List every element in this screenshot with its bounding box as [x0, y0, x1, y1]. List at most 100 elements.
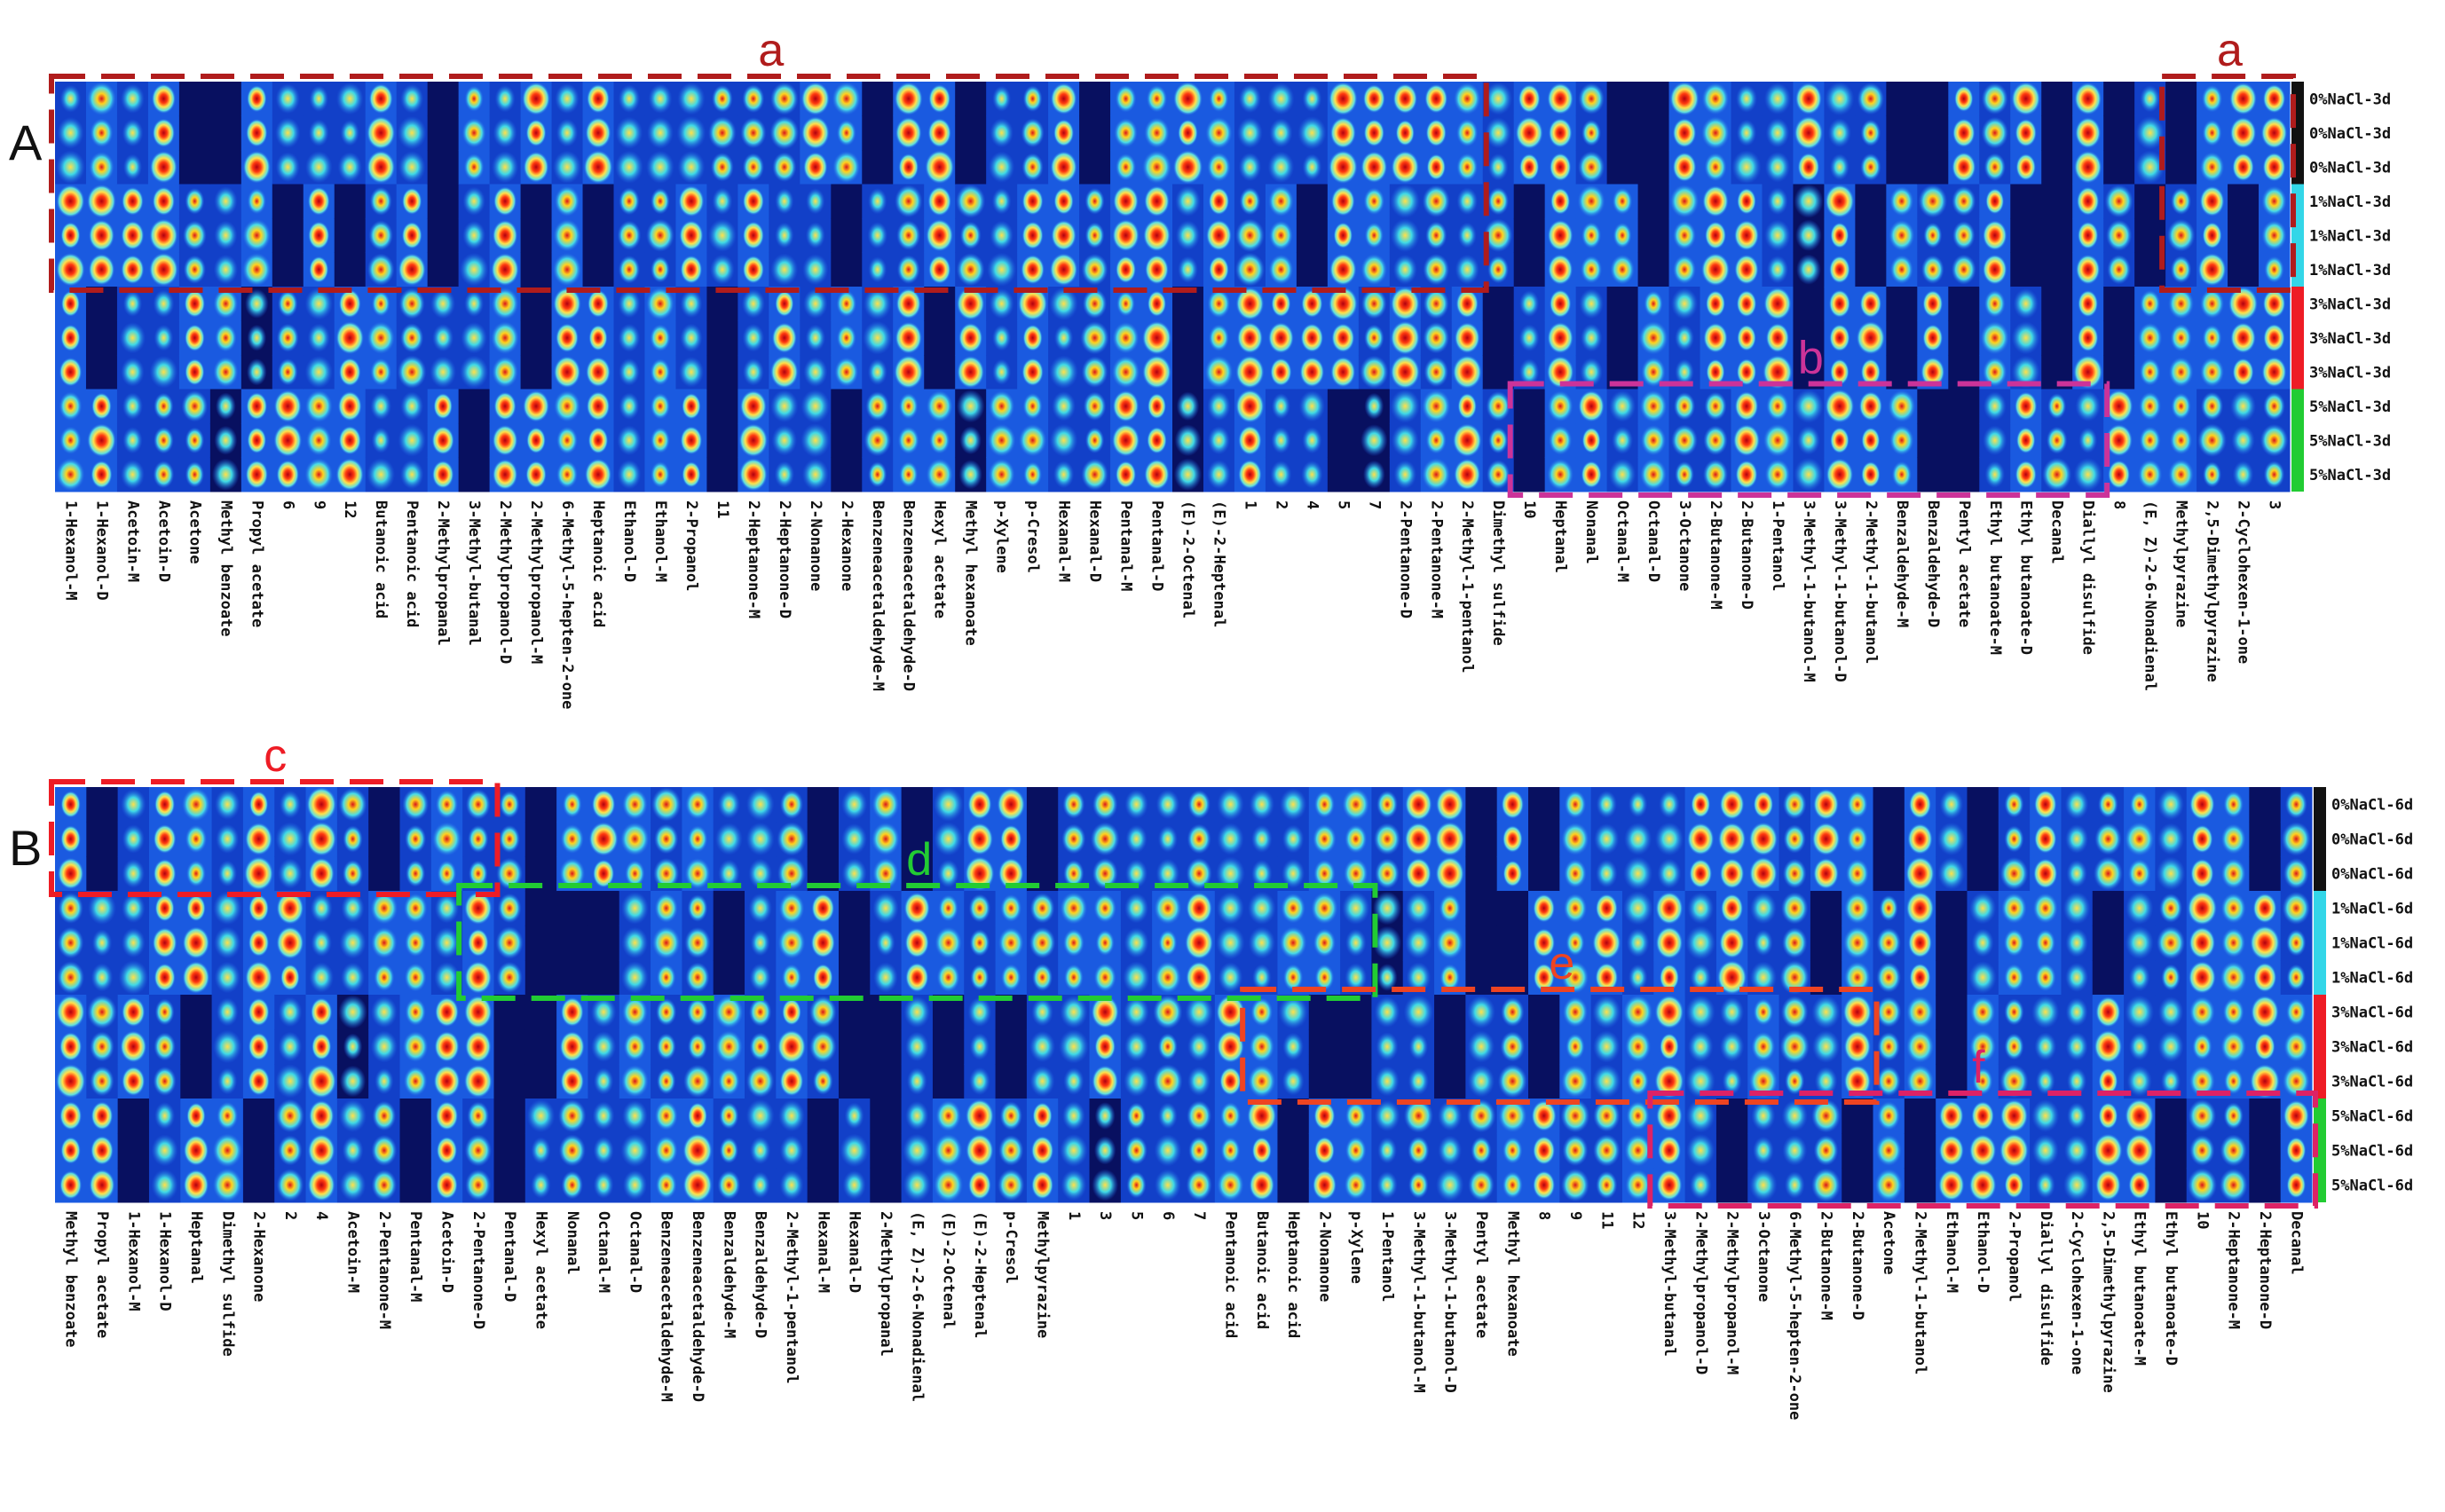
heatmap-spot	[1613, 222, 1632, 248]
row-label: 0%NaCl-6d	[2331, 831, 2413, 849]
heatmap-spot	[710, 254, 735, 285]
heatmap-spot	[1701, 82, 1730, 115]
heatmap-cell	[1327, 423, 1360, 458]
heatmap-spot	[1050, 151, 1077, 184]
heatmap-column	[2072, 82, 2104, 492]
heatmap-spot	[307, 186, 330, 216]
heatmap-spot	[742, 221, 764, 250]
heatmap-spot	[2004, 1033, 2024, 1060]
heatmap-spot	[278, 1135, 303, 1166]
heatmap-spot	[1828, 289, 1851, 319]
heatmap-cell	[706, 355, 738, 390]
heatmap-spot	[2125, 995, 2155, 1029]
heatmap-spot	[805, 222, 825, 249]
heatmap-spot	[802, 254, 829, 286]
heatmap-spot	[1641, 357, 1666, 388]
heatmap-spot	[1952, 220, 1976, 250]
heatmap-spot	[56, 185, 85, 218]
column-label: Acetoin-D	[154, 500, 172, 582]
heatmap-spot	[1095, 929, 1115, 957]
heatmap-spot	[553, 150, 582, 184]
heatmap-spot	[2035, 929, 2056, 957]
heatmap-spot	[397, 355, 427, 390]
heatmap-column	[1779, 787, 1811, 1203]
heatmap-spot	[656, 997, 677, 1027]
heatmap-spot	[1029, 1066, 1055, 1097]
heatmap-spot	[653, 857, 680, 890]
heatmap-spot	[2014, 391, 2038, 421]
heatmap-spot	[2222, 997, 2244, 1027]
heatmap-spot	[1031, 1170, 1054, 1200]
heatmap-spot	[623, 1031, 647, 1062]
heatmap-column	[178, 82, 211, 492]
heatmap-cell	[1513, 423, 1546, 458]
heatmap-spot	[1220, 1137, 1241, 1164]
heatmap-spot	[1124, 1031, 1149, 1062]
heatmap-spot	[1969, 996, 1996, 1028]
heatmap-column	[55, 82, 87, 492]
heatmap-spot	[1053, 461, 1075, 489]
heatmap-spot	[2232, 358, 2254, 387]
heatmap-spot	[615, 150, 643, 184]
heatmap-spot	[1889, 255, 1914, 285]
heatmap-spot	[1846, 824, 1868, 854]
heatmap-spot	[1639, 458, 1668, 491]
heatmap-spot	[1147, 290, 1167, 317]
heatmap-spot	[461, 117, 486, 148]
heatmap-spot	[2035, 1067, 2055, 1095]
heatmap-spot	[1081, 356, 1108, 389]
heatmap-cell	[582, 184, 614, 219]
heatmap-spot	[1050, 83, 1077, 115]
column-label: 2-Pentanone-M	[375, 1211, 393, 1329]
column-label: 5	[1334, 500, 1352, 509]
column-label: 1-Hexanol-D	[92, 500, 110, 601]
heatmap-spot	[1142, 355, 1171, 390]
heatmap-spot	[436, 1136, 458, 1165]
heatmap-spot	[1454, 458, 1481, 491]
heatmap-spot	[654, 1100, 678, 1131]
heatmap-spot	[936, 962, 960, 993]
column-label: (E)-2-Heptenal	[1210, 500, 1227, 627]
heatmap-spot	[1209, 85, 1229, 113]
heatmap-spot	[1205, 116, 1233, 149]
heatmap-spot	[400, 83, 424, 114]
heatmap-spot	[1690, 963, 1712, 992]
heatmap-spot	[1390, 320, 1420, 355]
column-label: 2-Heptanone-D	[2256, 1211, 2274, 1329]
heatmap-column	[1810, 787, 1842, 1203]
heatmap-spot	[1704, 221, 1727, 250]
heatmap-cell	[1296, 252, 1329, 287]
heatmap-spot	[91, 963, 114, 992]
heatmap-spot	[1268, 254, 1294, 285]
heatmap-spot	[2192, 1033, 2212, 1060]
heatmap-cell	[272, 184, 304, 219]
heatmap-cell	[1886, 287, 1918, 321]
heatmap-cell	[1936, 960, 1968, 996]
heatmap-spot	[1595, 962, 1619, 993]
heatmap-spot	[1687, 1030, 1714, 1063]
heatmap-cell	[1465, 822, 1498, 857]
heatmap-cell	[117, 1099, 150, 1134]
heatmap-spot	[214, 186, 238, 217]
heatmap-cell	[1308, 1029, 1341, 1065]
row-label: 1%NaCl-3d	[2309, 262, 2391, 280]
region-box	[1240, 987, 1880, 1105]
heatmap-spot	[1187, 1031, 1211, 1062]
heatmap-cell	[588, 891, 620, 926]
heatmap-spot	[213, 254, 239, 285]
heatmap-spot	[1533, 963, 1555, 992]
heatmap-spot	[338, 995, 367, 1029]
heatmap-spot	[928, 84, 951, 114]
heatmap-spot	[153, 823, 177, 854]
heatmap-cell	[1948, 389, 1980, 424]
heatmap-spot	[965, 1099, 994, 1133]
heatmap-spot	[1592, 925, 1621, 960]
heatmap-spot	[1049, 253, 1078, 287]
heatmap-spot	[903, 1133, 932, 1168]
column-label: 2-Methyl-1-butanol	[1912, 1211, 1929, 1374]
heatmap-spot	[2065, 997, 2088, 1027]
heatmap-spot	[1271, 427, 1291, 454]
heatmap-cell	[1513, 218, 1546, 253]
heatmap-spot	[1238, 84, 1262, 114]
heatmap-spot	[1972, 1067, 1993, 1096]
